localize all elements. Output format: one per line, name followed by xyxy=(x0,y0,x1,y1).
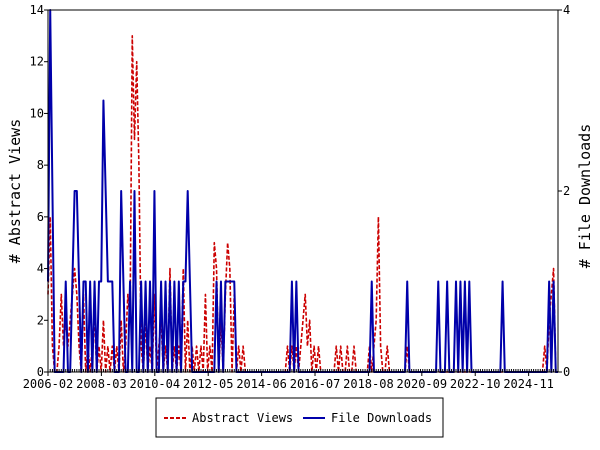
y-tick-label: 10 xyxy=(30,106,44,120)
y-axis-left: 0 2 4 6 8 10 12 14 xyxy=(30,3,48,379)
legend-box xyxy=(155,397,444,438)
x-tick-label: 2024-11 xyxy=(503,377,554,391)
y-tick-label: 0 xyxy=(37,365,44,379)
y-tick-label: 12 xyxy=(30,55,44,69)
y2-axis-title: # File Downloads xyxy=(576,124,594,269)
y-tick-label: 6 xyxy=(37,210,44,224)
y-tick-label: 14 xyxy=(30,3,44,17)
y-axis-title: # Abstract Views xyxy=(6,119,24,264)
x-tick-label: 2012-05 xyxy=(183,377,234,391)
x-tick-label: 2022-10 xyxy=(450,377,501,391)
x-axis: 2006-02 2008-03 2010-04 2012-05 2014-06 2016-… xyxy=(23,369,559,391)
y2-tick-label: 0 xyxy=(563,365,570,379)
x-tick-label: 2010-04 xyxy=(130,377,181,391)
x-tick-label: 2008-03 xyxy=(76,377,127,391)
x-tick-label: 2014-06 xyxy=(236,377,287,391)
x-tick-label: 2020-09 xyxy=(397,377,448,391)
y2-tick-label: 4 xyxy=(563,3,570,17)
y-axis-right: 0 2 4 xyxy=(558,3,570,379)
legend: Abstract Views File Downloads xyxy=(155,397,444,438)
x-tick-label: 2006-02 xyxy=(23,377,74,391)
y2-tick-label: 2 xyxy=(563,184,570,198)
y-tick-label: 4 xyxy=(37,262,44,276)
x-tick-label: 2018-08 xyxy=(343,377,394,391)
legend-label-file-downloads: File Downloads xyxy=(331,411,432,425)
y-tick-label: 2 xyxy=(37,313,44,327)
y-tick-label: 8 xyxy=(37,158,44,172)
legend-label-abstract-views: Abstract Views xyxy=(192,411,293,425)
x-tick-label: 2016-07 xyxy=(290,377,341,391)
